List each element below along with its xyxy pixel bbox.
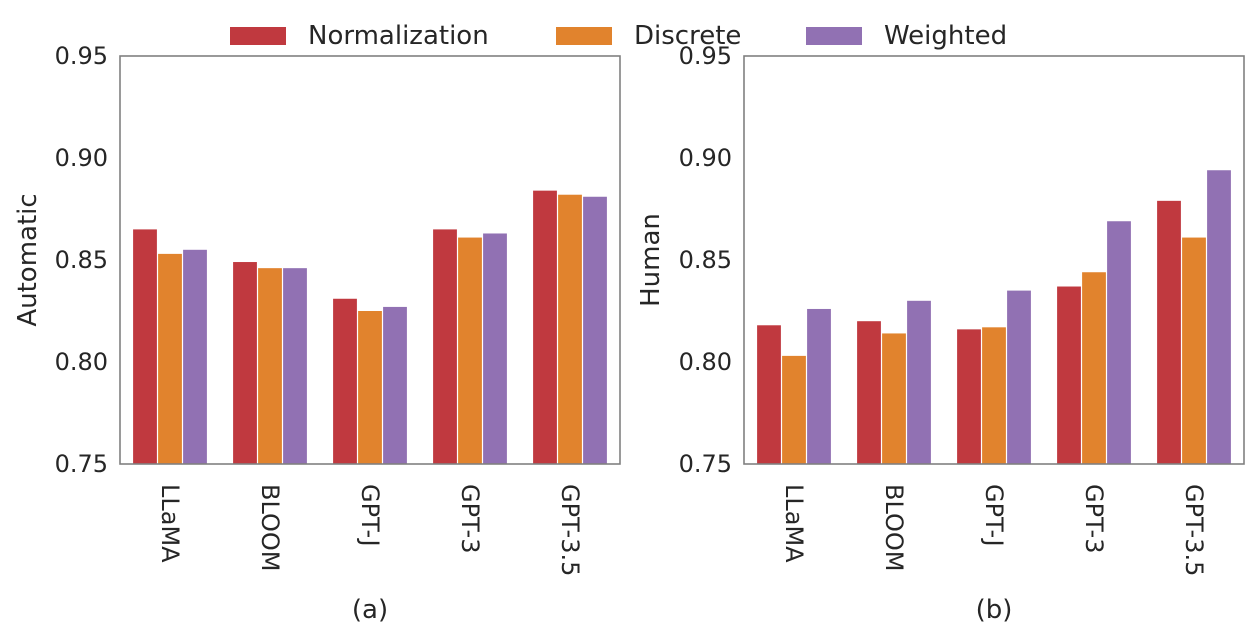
y-tick-label: 0.95 <box>679 42 732 70</box>
y-axis-label: Human <box>636 213 666 307</box>
y-tick-label: 0.75 <box>679 450 732 478</box>
bar-gpt-3-normalization <box>1057 286 1081 464</box>
bar-gpt-3-normalization <box>433 229 457 464</box>
bar-gpt-3-5-discrete <box>1182 237 1206 464</box>
bar-bloom-weighted <box>283 268 307 464</box>
legend-item-normalization: Normalization <box>230 21 489 51</box>
x-tick-label: GPT-J <box>980 484 1008 547</box>
legend-swatch <box>806 27 862 45</box>
bar-bloom-normalization <box>233 262 257 464</box>
x-tick-label: GPT-3 <box>1080 484 1108 553</box>
chart-panel-a: LLaMA BLOOM GPT-J GPT-3 GPT-3.5 0.75 0.80 0.85 0… <box>13 42 621 625</box>
subplot-label: (a) <box>352 595 388 625</box>
chart-legend: Normalization Discrete Weighted <box>230 21 1007 51</box>
bar-gpt-3-5-normalization <box>533 190 557 464</box>
y-tick-label: 0.80 <box>55 348 108 376</box>
legend-item-discrete: Discrete <box>556 21 741 51</box>
bar-bloom-weighted <box>907 300 931 464</box>
bar-llama-discrete <box>158 253 182 464</box>
bar-gpt-j-normalization <box>957 329 981 464</box>
bar-gpt-j-weighted <box>383 306 407 464</box>
bar-gpt-3-5-normalization <box>1157 200 1181 464</box>
legend-label: Weighted <box>884 21 1007 51</box>
bar-gpt-3-weighted <box>1107 221 1131 464</box>
legend-label: Normalization <box>308 21 489 51</box>
y-tick-label: 0.85 <box>679 246 732 274</box>
x-tick-label: GPT-J <box>356 484 384 547</box>
y-tick-label: 0.90 <box>55 144 108 172</box>
legend-item-weighted: Weighted <box>806 21 1007 51</box>
x-tick-label: LLaMA <box>780 484 808 563</box>
x-tick-label: GPT-3 <box>456 484 484 553</box>
plot-frame <box>743 55 1245 465</box>
bar-gpt-3-5-weighted <box>583 196 607 464</box>
bar-gpt-j-weighted <box>1007 290 1031 464</box>
chart-panel-b: LLaMA BLOOM GPT-J GPT-3 GPT-3.5 0.75 0.80 0.85 0… <box>636 42 1245 625</box>
bar-llama-weighted <box>183 249 207 464</box>
bar-gpt-j-discrete <box>982 327 1006 464</box>
y-tick-label: 0.90 <box>679 144 732 172</box>
bar-bloom-normalization <box>857 321 881 464</box>
bar-bloom-discrete <box>882 333 906 464</box>
x-tick-label: GPT-3.5 <box>1180 484 1208 576</box>
y-tick-label: 0.75 <box>55 450 108 478</box>
legend-swatch <box>556 27 612 45</box>
y-tick-label: 0.80 <box>679 348 732 376</box>
bar-gpt-j-normalization <box>333 298 357 464</box>
bar-llama-weighted <box>807 308 831 464</box>
bar-bloom-discrete <box>258 268 282 464</box>
legend-label: Discrete <box>634 21 741 51</box>
subplot-label: (b) <box>976 595 1013 625</box>
bar-gpt-3-discrete <box>458 237 482 464</box>
bar-gpt-3-weighted <box>483 233 507 464</box>
y-axis-label: Automatic <box>13 193 43 326</box>
y-tick-label: 0.85 <box>55 246 108 274</box>
bar-gpt-j-discrete <box>358 311 382 464</box>
x-tick-label: BLOOM <box>880 484 908 571</box>
bar-llama-normalization <box>757 325 781 464</box>
bar-llama-normalization <box>133 229 157 464</box>
plot-frame <box>119 55 621 465</box>
legend-swatch <box>230 27 286 45</box>
y-tick-label: 0.95 <box>55 42 108 70</box>
bar-gpt-3-5-discrete <box>558 194 582 464</box>
x-tick-label: GPT-3.5 <box>556 484 584 576</box>
bar-gpt-3-discrete <box>1082 272 1106 464</box>
x-tick-label: BLOOM <box>256 484 284 571</box>
bar-llama-discrete <box>782 355 806 464</box>
x-tick-label: LLaMA <box>156 484 184 563</box>
bar-gpt-3-5-weighted <box>1207 170 1231 465</box>
